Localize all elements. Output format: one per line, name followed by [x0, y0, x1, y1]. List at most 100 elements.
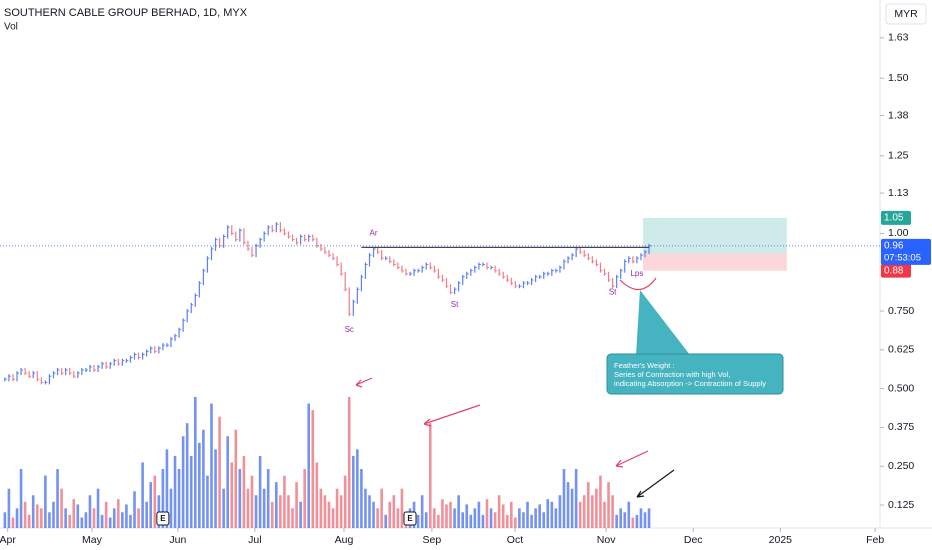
y-tick-label: 0.750	[888, 305, 914, 317]
x-tick-label: Nov	[597, 534, 616, 546]
price-bar	[595, 259, 597, 267]
volume-bar	[562, 469, 566, 528]
price-bar	[105, 361, 107, 369]
volume-bar	[27, 514, 31, 528]
volume-bar	[526, 501, 529, 528]
volume-bar	[3, 512, 7, 528]
price-bar	[393, 259, 395, 267]
x-tick-label: 2025	[769, 534, 793, 546]
earnings-label: E	[160, 514, 166, 523]
price-tag	[881, 263, 911, 278]
volume-bar	[489, 508, 493, 528]
annotation: St	[451, 300, 459, 309]
volume-bar	[206, 475, 209, 528]
volume-bar	[546, 499, 550, 528]
volume-bar	[453, 508, 456, 528]
volume-bar	[222, 488, 225, 528]
price-bar	[498, 268, 500, 276]
volume-bar	[505, 514, 509, 528]
volume-bar	[307, 403, 311, 528]
volume-bar	[493, 512, 497, 528]
volume-bar	[643, 512, 647, 528]
price-bar	[28, 371, 30, 379]
currency-box[interactable]	[885, 3, 927, 25]
price-bar	[401, 265, 403, 273]
volume-bar	[627, 501, 631, 528]
volume-bar	[133, 491, 136, 528]
price-bar	[231, 225, 233, 236]
price-bar	[48, 374, 51, 385]
volume-bar	[428, 423, 432, 528]
price-bar	[174, 333, 176, 341]
volume-bar	[623, 512, 627, 528]
price-bar	[109, 361, 111, 369]
price-bar	[287, 231, 290, 239]
price-bar	[429, 262, 431, 270]
volume-bar	[315, 462, 319, 528]
price-bar	[52, 371, 55, 379]
volume-bar	[84, 512, 88, 528]
price-bar	[575, 246, 577, 258]
price-bar	[551, 268, 553, 276]
callout-line: Series of Contraction with high Vol,	[614, 370, 730, 379]
volume-bar	[331, 508, 335, 528]
price-bar	[60, 368, 63, 376]
volume-bar	[104, 501, 108, 528]
price-bar	[32, 371, 34, 379]
price-bar	[494, 265, 496, 273]
volume-bar	[538, 504, 541, 528]
volume-bar	[234, 429, 238, 528]
volume-bar	[356, 449, 359, 528]
volume-bar	[56, 469, 59, 528]
price-bar	[603, 268, 606, 276]
price-bar	[93, 364, 95, 373]
volume-bar	[177, 469, 181, 528]
price-bar	[243, 228, 245, 245]
volume-bar	[169, 488, 173, 528]
price-bar	[470, 268, 472, 276]
volume-bar	[343, 475, 347, 528]
callout-pointer	[636, 290, 690, 355]
price-bar	[368, 253, 371, 267]
volume-bar	[639, 508, 643, 528]
volume-bar	[31, 495, 35, 528]
volume-bar	[497, 495, 501, 528]
price-bar	[599, 262, 602, 273]
x-tick-label: Jun	[169, 534, 186, 546]
volume-bar	[226, 436, 229, 528]
volume-bar	[591, 495, 594, 528]
volume-bar	[250, 475, 254, 528]
volume-bar	[542, 512, 546, 528]
price-bar	[182, 318, 184, 332]
price-bar	[559, 265, 561, 273]
price-bar	[620, 268, 622, 279]
volume-bar	[121, 512, 124, 528]
price-bar	[117, 358, 119, 366]
price-bar	[474, 265, 476, 273]
volume-bar	[481, 514, 485, 528]
price-bar	[591, 256, 593, 264]
target-zone	[642, 217, 787, 254]
price-bar	[291, 234, 294, 242]
price-bar	[437, 268, 439, 279]
price-bar	[583, 250, 585, 258]
price-bar	[413, 268, 415, 276]
annotation: Sc	[345, 325, 354, 334]
volume-bar	[518, 508, 521, 528]
volume-bar	[35, 504, 39, 528]
volume-bar	[100, 514, 104, 528]
x-tick-label: May	[82, 534, 103, 546]
price-bar	[295, 237, 298, 245]
callout-line: Feather's Weight :	[614, 361, 675, 370]
volume-bar	[534, 508, 537, 528]
volume-bar	[445, 504, 448, 528]
price-bar	[324, 246, 326, 255]
volume-bar	[457, 495, 460, 528]
volume-bar	[299, 501, 302, 528]
x-tick-label: Oct	[507, 534, 523, 546]
price-bar	[271, 225, 273, 233]
price-bar	[624, 259, 626, 273]
volume-bar	[40, 508, 43, 528]
x-tick-label: Aug	[335, 534, 354, 546]
